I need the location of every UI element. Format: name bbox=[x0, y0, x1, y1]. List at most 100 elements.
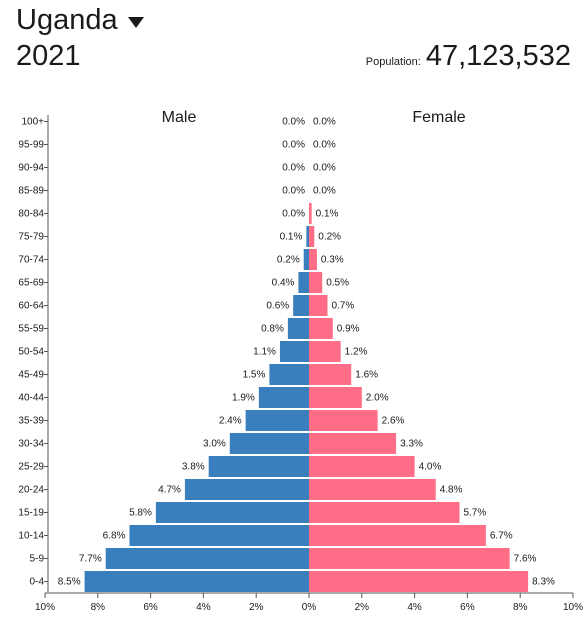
series-label-male: Male bbox=[162, 109, 197, 126]
y-tick-label: 70-74 bbox=[18, 255, 44, 266]
bar-male bbox=[306, 226, 309, 247]
data-label-female: 5.7% bbox=[463, 508, 486, 519]
bar-female bbox=[309, 341, 341, 362]
data-label-male: 1.9% bbox=[232, 393, 255, 404]
x-tick-label: 2% bbox=[355, 602, 370, 613]
population-display: Population: 47,123,532 bbox=[366, 38, 571, 74]
data-label-female: 0.3% bbox=[321, 255, 344, 266]
bar-male bbox=[208, 456, 309, 477]
data-label-female: 7.6% bbox=[514, 554, 537, 565]
data-label-male: 0.0% bbox=[282, 186, 305, 197]
y-tick-label: 75-79 bbox=[18, 232, 44, 243]
bar-female bbox=[309, 272, 323, 293]
bar-male bbox=[303, 249, 309, 270]
x-tick-label: 6% bbox=[143, 602, 158, 613]
bar-female bbox=[309, 479, 436, 500]
bar-male bbox=[129, 525, 309, 546]
series-label-female: Female bbox=[412, 109, 465, 126]
data-label-male: 0.6% bbox=[266, 301, 289, 312]
data-label-male: 4.7% bbox=[158, 485, 181, 496]
bar-female bbox=[309, 295, 328, 316]
data-label-female: 1.2% bbox=[345, 347, 368, 358]
y-tick-label: 5-9 bbox=[30, 554, 45, 565]
data-label-female: 0.1% bbox=[316, 209, 339, 220]
year-label: 2021 bbox=[16, 40, 81, 72]
y-tick-label: 90-94 bbox=[18, 163, 44, 174]
data-label-female: 0.0% bbox=[313, 117, 336, 128]
y-tick-label: 35-39 bbox=[18, 416, 44, 427]
x-tick-label: 4% bbox=[407, 602, 422, 613]
y-tick-label: 20-24 bbox=[18, 485, 44, 496]
data-label-male: 0.8% bbox=[261, 324, 284, 335]
bar-female bbox=[309, 203, 312, 224]
data-label-female: 3.3% bbox=[400, 439, 423, 450]
y-tick-label: 15-19 bbox=[18, 508, 44, 519]
bar-male bbox=[269, 364, 309, 385]
y-tick-label: 55-59 bbox=[18, 324, 44, 335]
data-label-female: 0.7% bbox=[331, 301, 354, 312]
y-tick-label: 85-89 bbox=[18, 186, 44, 197]
population-label: Population: bbox=[365, 56, 421, 68]
x-tick-label: 4% bbox=[196, 602, 211, 613]
bar-female bbox=[309, 502, 460, 523]
data-label-female: 8.3% bbox=[532, 577, 555, 588]
bar-male bbox=[258, 387, 309, 408]
data-label-female: 4.8% bbox=[440, 485, 463, 496]
y-tick-label: 45-49 bbox=[18, 370, 44, 381]
data-label-female: 0.0% bbox=[313, 140, 336, 151]
data-label-male: 1.1% bbox=[253, 347, 276, 358]
data-label-male: 3.8% bbox=[182, 462, 205, 473]
bar-female bbox=[309, 525, 486, 546]
x-tick-label: 10% bbox=[563, 602, 583, 613]
bar-male bbox=[229, 433, 309, 454]
country-selector[interactable]: Uganda bbox=[16, 2, 144, 38]
data-label-female: 2.0% bbox=[366, 393, 389, 404]
x-tick-label: 6% bbox=[460, 602, 475, 613]
data-label-male: 0.0% bbox=[282, 140, 305, 151]
y-tick-label: 40-44 bbox=[18, 393, 44, 404]
bar-male bbox=[279, 341, 309, 362]
bar-female bbox=[309, 226, 315, 247]
data-label-female: 4.0% bbox=[419, 462, 442, 473]
y-tick-label: 50-54 bbox=[18, 347, 44, 358]
x-tick-label: 2% bbox=[249, 602, 264, 613]
y-tick-label: 65-69 bbox=[18, 278, 44, 289]
bar-female bbox=[309, 571, 529, 592]
data-label-male: 0.4% bbox=[272, 278, 295, 289]
data-label-male: 0.2% bbox=[277, 255, 300, 266]
x-tick-label: 8% bbox=[513, 602, 528, 613]
data-label-male: 0.1% bbox=[280, 232, 303, 243]
bar-female bbox=[309, 433, 397, 454]
data-label-male: 0.0% bbox=[282, 163, 305, 174]
y-tick-label: 95-99 bbox=[18, 140, 44, 151]
data-label-female: 0.2% bbox=[318, 232, 341, 243]
y-tick-label: 60-64 bbox=[18, 301, 44, 312]
data-label-male: 1.5% bbox=[243, 370, 266, 381]
bar-male bbox=[184, 479, 309, 500]
population-value: 47,123,532 bbox=[425, 40, 571, 72]
data-label-female: 6.7% bbox=[490, 531, 513, 542]
bar-male bbox=[84, 571, 309, 592]
bar-female bbox=[309, 249, 317, 270]
caret-down-icon[interactable] bbox=[127, 16, 144, 28]
x-tick-label: 10% bbox=[35, 602, 55, 613]
data-label-female: 0.5% bbox=[326, 278, 349, 289]
bar-female bbox=[309, 364, 352, 385]
y-tick-label: 10-14 bbox=[18, 531, 44, 542]
data-label-male: 7.7% bbox=[79, 554, 102, 565]
bar-male bbox=[105, 548, 309, 569]
y-tick-label: 30-34 bbox=[18, 439, 44, 450]
bar-male bbox=[298, 272, 309, 293]
bar-male bbox=[155, 502, 309, 523]
bar-male bbox=[287, 318, 309, 339]
country-name: Uganda bbox=[16, 4, 118, 36]
y-tick-label: 0-4 bbox=[30, 577, 45, 588]
bar-female bbox=[309, 410, 378, 431]
data-label-female: 0.9% bbox=[337, 324, 360, 335]
data-label-female: 0.0% bbox=[313, 186, 336, 197]
x-tick-label: 8% bbox=[91, 602, 106, 613]
bar-female bbox=[309, 548, 510, 569]
data-label-male: 3.0% bbox=[203, 439, 226, 450]
data-label-female: 2.6% bbox=[382, 416, 405, 427]
